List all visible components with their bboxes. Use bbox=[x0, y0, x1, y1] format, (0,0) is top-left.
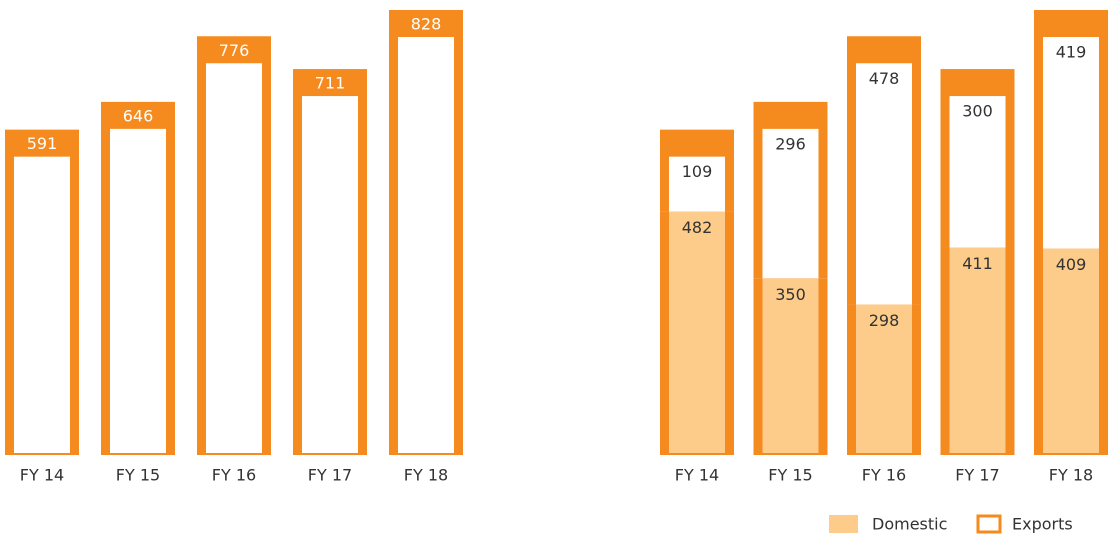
bar-segment-inner bbox=[1043, 37, 1099, 249]
value-label: 776 bbox=[219, 41, 250, 60]
value-label: 300 bbox=[962, 102, 993, 121]
bar-segment-fill bbox=[1043, 248, 1099, 453]
bar-inner bbox=[302, 96, 358, 453]
value-label: 591 bbox=[27, 134, 58, 153]
legend-swatch bbox=[976, 514, 1002, 534]
bar-segment-inner bbox=[762, 128, 819, 279]
value-label: 478 bbox=[869, 69, 900, 88]
bar-segment-inner bbox=[669, 156, 725, 212]
bar-segment-fill bbox=[949, 247, 1006, 453]
x-tick-label: FY 14 bbox=[675, 466, 719, 485]
bar-inner bbox=[398, 37, 454, 453]
value-label: 828 bbox=[411, 15, 442, 34]
value-label: 409 bbox=[1056, 255, 1087, 274]
value-label: 411 bbox=[962, 254, 993, 273]
x-tick-label: FY 18 bbox=[404, 466, 448, 485]
bar-inner bbox=[110, 128, 166, 454]
x-tick-label: FY 18 bbox=[1049, 466, 1093, 485]
value-label: 298 bbox=[869, 311, 900, 330]
x-tick-label: FY 16 bbox=[212, 466, 256, 485]
bar-segment-fill bbox=[856, 304, 912, 453]
x-tick-label: FY 16 bbox=[862, 466, 906, 485]
x-tick-label: FY 17 bbox=[308, 466, 352, 485]
x-tick-label: FY 15 bbox=[116, 466, 160, 485]
value-label: 419 bbox=[1056, 43, 1087, 62]
bar-segment-inner bbox=[856, 63, 912, 305]
value-label: 711 bbox=[315, 74, 346, 93]
bar-inner bbox=[14, 156, 70, 453]
bar-segment-fill bbox=[669, 211, 725, 453]
legend-label: Exports bbox=[1012, 515, 1073, 534]
bar-segment-fill bbox=[762, 278, 819, 453]
value-label: 296 bbox=[775, 134, 806, 153]
value-label: 482 bbox=[682, 218, 713, 237]
x-tick-label: FY 17 bbox=[955, 466, 999, 485]
value-label: 109 bbox=[682, 162, 713, 181]
legend-label: Domestic bbox=[872, 515, 947, 534]
x-tick-label: FY 15 bbox=[768, 466, 812, 485]
x-tick-label: FY 14 bbox=[20, 466, 64, 485]
bar-inner bbox=[206, 63, 262, 453]
value-label: 646 bbox=[123, 106, 154, 125]
legend-swatch bbox=[829, 515, 858, 533]
bar-segment-inner bbox=[949, 96, 1006, 248]
value-label: 350 bbox=[775, 285, 806, 304]
